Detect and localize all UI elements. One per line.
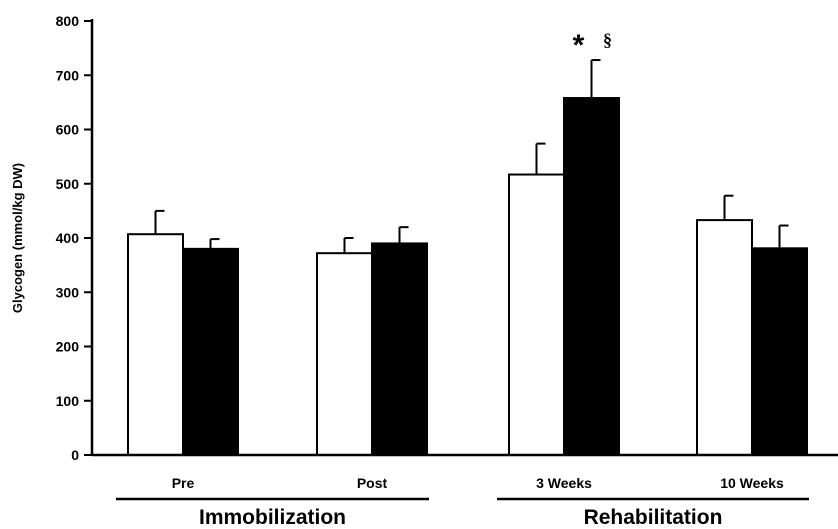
category-label: 10 Weeks — [720, 475, 784, 491]
y-tick-label: 100 — [56, 393, 80, 409]
y-axis: 0 100 200 300 400 500 600 700 800 — [56, 13, 94, 463]
bar — [696, 219, 753, 456]
y-tick-label: 800 — [56, 13, 80, 29]
category-label: 3 Weeks — [536, 475, 592, 491]
bars — [127, 97, 808, 456]
category-labels: Pre Post 3 Weeks 10 Weeks — [172, 475, 784, 491]
y-tick-label: 700 — [56, 67, 80, 83]
category-label: Post — [357, 475, 388, 491]
significance-section-sign: § — [603, 30, 612, 50]
group-labels: Immobilization Rehabilitation — [116, 497, 809, 529]
y-tick-label: 400 — [56, 230, 80, 246]
bar — [751, 247, 808, 456]
y-tick-label: 500 — [56, 176, 80, 192]
y-tick-label: 0 — [71, 447, 79, 463]
category-label: Pre — [172, 475, 195, 491]
bar — [508, 173, 565, 456]
group-label: Immobilization — [199, 506, 346, 529]
y-tick-label: 200 — [56, 339, 80, 355]
y-axis-label: Glycogen (mmol/kg DW) — [10, 163, 25, 313]
bar — [371, 242, 428, 456]
significance-star: * — [573, 29, 585, 62]
y-tick-label: 600 — [56, 122, 80, 138]
group-label: Rehabilitation — [584, 506, 723, 529]
y-tick-label: 300 — [56, 284, 80, 300]
error-bars — [154, 59, 789, 254]
bar — [316, 252, 373, 456]
bar — [563, 97, 620, 456]
annotations: * § — [573, 29, 612, 62]
bar — [182, 247, 239, 456]
bar — [127, 233, 184, 456]
